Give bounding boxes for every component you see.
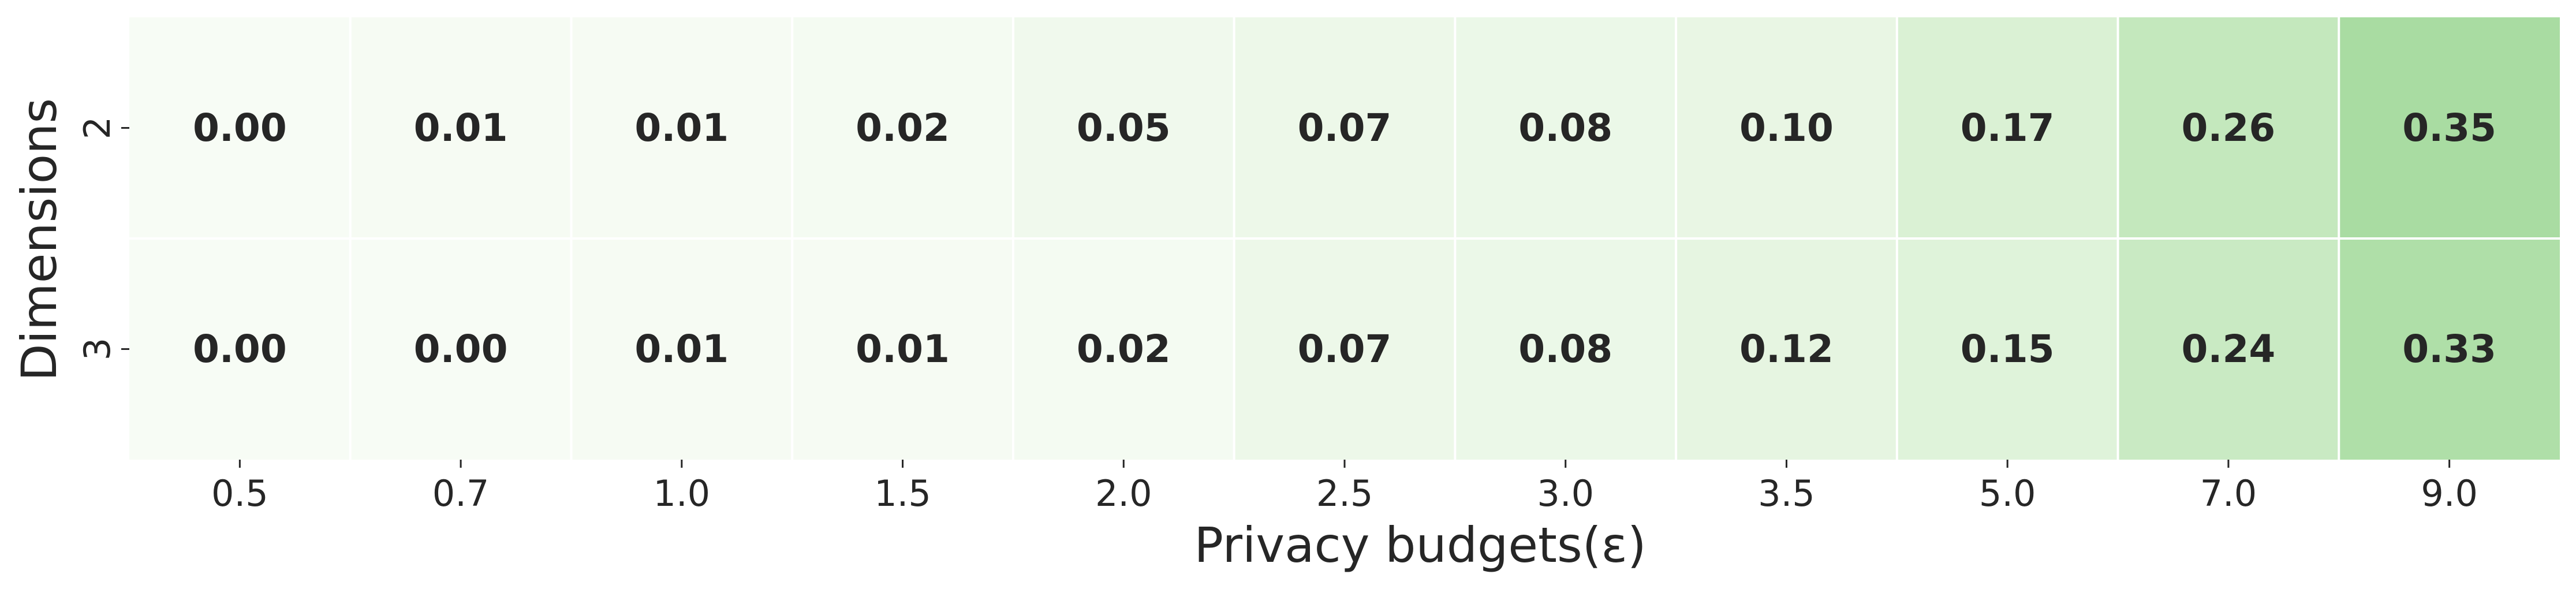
x-tick-label: 3.5 (1758, 472, 1815, 515)
heatmap-cell (1896, 238, 2118, 460)
cell-value-label: 0.02 (1077, 327, 1171, 371)
cell-value-label: 0.35 (2402, 106, 2496, 150)
x-tick-label: 7.0 (2200, 472, 2257, 515)
heatmap-cell (350, 17, 572, 238)
heatmap-cell (1013, 17, 1234, 238)
cell-value-label: 0.07 (1298, 106, 1392, 150)
heatmap-cell (2339, 238, 2560, 460)
cell-value-label: 0.07 (1298, 327, 1392, 371)
cell-value-label: 0.26 (2181, 106, 2275, 150)
x-tick-label: 9.0 (2421, 472, 2478, 515)
heatmap-cell (2118, 17, 2339, 238)
cell-value-label: 0.02 (856, 106, 950, 150)
x-tick-label: 2.5 (1316, 472, 1373, 515)
cell-value-label: 0.01 (634, 327, 729, 371)
x-tick-label: 1.5 (874, 472, 931, 515)
heatmap-cell (792, 17, 1013, 238)
cell-value-label: 0.05 (1077, 106, 1171, 150)
cell-value-label: 0.08 (1518, 106, 1612, 150)
y-tick-label: 3 (76, 338, 118, 360)
heatmap-cell (792, 238, 1013, 460)
y-axis-ticks: 23 (76, 117, 129, 360)
cell-value-label: 0.08 (1518, 327, 1612, 371)
x-axis-label: Privacy budgets(ε) (1194, 517, 1646, 573)
cell-value-label: 0.00 (414, 327, 508, 371)
heatmap-cell (2118, 238, 2339, 460)
cell-value-label: 0.01 (634, 106, 729, 150)
heatmap-cell (1013, 238, 1234, 460)
cell-value-label: 0.01 (414, 106, 508, 150)
cell-value-label: 0.24 (2181, 327, 2275, 371)
heatmap-cell (129, 238, 350, 460)
heatmap-cell (129, 17, 350, 238)
cell-value-label: 0.17 (1961, 106, 2055, 150)
heatmap-cell (1234, 238, 1455, 460)
heatmap-cell (1234, 17, 1455, 238)
cell-value-label: 0.33 (2402, 327, 2496, 371)
heatmap-cell (1676, 17, 1897, 238)
y-tick-label: 2 (76, 117, 118, 139)
cell-value-label: 0.15 (1961, 327, 2055, 371)
y-axis-label: Dimensions (11, 98, 68, 381)
heatmap-cell (1455, 238, 1677, 460)
cell-gridlines (129, 17, 2560, 460)
cell-value-label: 0.00 (193, 106, 287, 150)
heatmap-cell (571, 17, 793, 238)
x-axis-ticks: 0.5 0.7 1.0 1.5 2.0 2.5 3.0 3.5 5.0 7.0 9.0 (211, 460, 2478, 515)
x-tick-label: 1.0 (654, 472, 711, 515)
x-tick-label: 0.7 (432, 472, 490, 515)
x-tick-label: 2.0 (1095, 472, 1152, 515)
cell-value-labels: 0.00 0.01 0.01 0.02 0.05 0.07 0.08 0.10 0.17 0.26… (193, 106, 2496, 371)
x-tick-label: 0.5 (211, 472, 268, 515)
x-tick-label: 5.0 (1979, 472, 2036, 515)
heatmap-cell (1455, 17, 1677, 238)
cell-value-label: 0.01 (856, 327, 950, 371)
heatmap-cell (1676, 238, 1897, 460)
x-tick-label: 3.0 (1537, 472, 1594, 515)
heatmap-cell (2339, 17, 2560, 238)
heatmap-cells (129, 17, 2560, 460)
cell-value-label: 0.00 (193, 327, 287, 371)
heatmap-cell (350, 238, 572, 460)
heatmap-cell (571, 238, 793, 460)
cell-value-label: 0.12 (1739, 327, 1834, 371)
cell-value-label: 0.10 (1739, 106, 1834, 150)
heatmap-cell (1896, 17, 2118, 238)
